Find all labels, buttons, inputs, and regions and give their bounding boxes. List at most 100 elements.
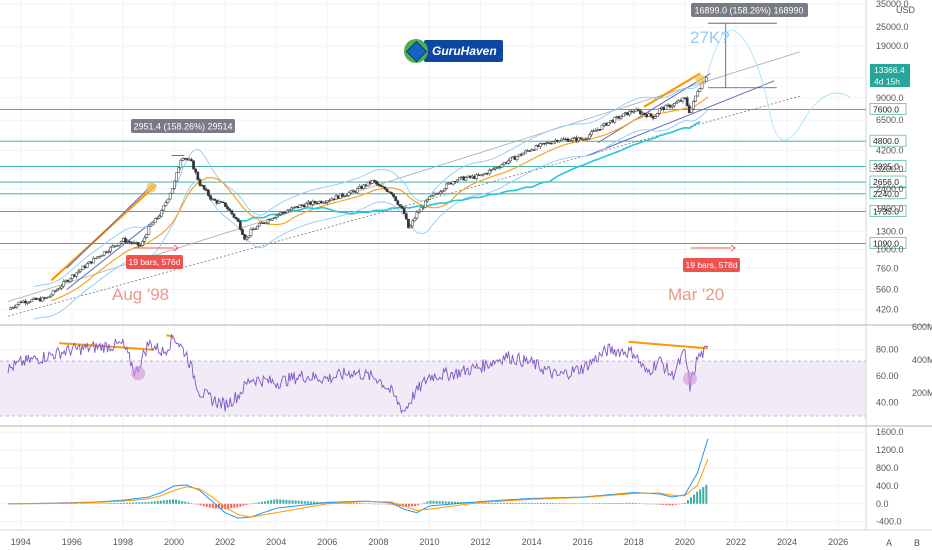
macd-histogram-bar — [616, 503, 619, 504]
candle-body — [124, 238, 127, 243]
rsi-line — [7, 334, 709, 414]
level-label: 2656.0 — [873, 177, 899, 187]
auto-scale-button[interactable]: A — [886, 538, 893, 548]
candle-body — [149, 224, 153, 227]
candle-body — [624, 112, 627, 115]
candle-body — [262, 222, 266, 224]
macd-histogram-bar — [524, 502, 527, 504]
candle-body — [177, 167, 180, 174]
candle-body — [483, 172, 487, 175]
candle-body — [592, 130, 595, 132]
candle-body — [336, 195, 340, 199]
candle-body — [643, 112, 646, 115]
x-tick-label: 2004 — [266, 537, 286, 547]
candle-body — [649, 113, 653, 117]
candle-body — [611, 120, 615, 123]
orange-moving-average — [51, 96, 709, 302]
macd-histogram-bar — [312, 501, 315, 504]
macd-histogram-bar — [242, 503, 245, 506]
macd-histogram-bar — [653, 503, 656, 505]
candle-body — [230, 210, 234, 215]
candle-body — [228, 208, 232, 211]
macd-histogram-bar — [668, 503, 671, 506]
macd-histogram-bar — [316, 501, 319, 504]
candle-body — [704, 77, 708, 82]
candle-body — [56, 288, 59, 292]
y-tick-label: 4200.0 — [876, 145, 904, 155]
candle-body — [490, 168, 493, 171]
bars-arrow-head — [730, 244, 736, 252]
candle-body — [409, 225, 412, 229]
candle-body — [660, 107, 663, 109]
macd-histogram-bar — [175, 499, 178, 504]
bars-arrow-head — [173, 244, 179, 252]
candle-body — [330, 198, 334, 201]
candle-body — [111, 245, 115, 248]
macd-histogram-bar — [110, 503, 113, 504]
macd-histogram-bar — [172, 499, 175, 504]
candle-body — [294, 206, 298, 208]
level-tag — [869, 187, 907, 200]
horizontal-levels: 7600.0 4800.0 3325.0 2656.0 2240.0 1735.0 1090… — [0, 103, 907, 249]
candle-body — [130, 242, 134, 244]
macd-histogram-bar — [294, 500, 297, 504]
macd-histogram-bar — [665, 503, 668, 506]
candle-body — [145, 234, 149, 239]
candle-body — [441, 190, 444, 193]
candle-body — [517, 153, 521, 157]
macd-histogram-bar — [444, 501, 447, 504]
candle-body — [317, 200, 321, 204]
macd-histogram-bar — [549, 503, 552, 504]
macd-histogram-bar — [610, 503, 613, 504]
macd-histogram-bar — [539, 502, 542, 504]
rsi-divergence-right — [628, 340, 708, 350]
measure-label-left: 2951.4 (158.26%) 29514 — [133, 122, 232, 132]
candle-body — [558, 140, 561, 143]
candle-body — [98, 255, 102, 258]
candle-body — [424, 200, 427, 208]
macd-histogram-bar — [119, 502, 122, 504]
macd-histogram-bar — [677, 503, 680, 505]
candle-body — [617, 116, 621, 119]
candle-body — [421, 207, 425, 209]
candle-body — [638, 110, 642, 115]
macd-histogram-bar — [450, 501, 453, 504]
macd-histogram-bar — [355, 503, 358, 504]
macd-histogram-bar — [509, 502, 512, 504]
logo-text: GuruHaven — [424, 40, 503, 62]
candle-body — [198, 179, 202, 186]
log-scale-button[interactable]: B — [914, 538, 921, 548]
y-tick-label: 19000.0 — [876, 41, 909, 51]
candle-body — [585, 137, 589, 140]
macd-histogram-bar — [184, 501, 187, 504]
candle-body — [349, 190, 353, 194]
macd-histogram-bar — [594, 503, 597, 504]
candle-body — [296, 206, 300, 208]
candle-body — [477, 174, 480, 176]
y-tick-label: 1000.0 — [876, 244, 904, 254]
macd-histogram-bar — [196, 503, 199, 505]
highlight-circle — [146, 182, 157, 193]
macd-histogram-bar — [506, 502, 509, 504]
projection-path — [707, 30, 852, 141]
macd-histogram-bar — [92, 503, 95, 504]
candle-body — [185, 158, 189, 160]
candle-body — [117, 242, 121, 246]
candle-body — [666, 104, 670, 107]
macd-histogram-bar — [300, 500, 303, 504]
candle-body — [102, 251, 106, 256]
candle-body — [270, 218, 274, 221]
macd-histogram-bar — [368, 503, 371, 504]
macd-histogram-bar — [168, 499, 171, 504]
macd-histogram-bar — [598, 503, 601, 504]
candle-body — [447, 182, 451, 185]
candle-body — [268, 219, 272, 221]
macd-histogram-bar — [631, 502, 634, 504]
macd-histogram-bar — [80, 503, 83, 504]
level-label: 7600.0 — [873, 104, 899, 114]
candle-body — [217, 201, 221, 204]
macd-histogram-bar — [89, 503, 92, 504]
candle-body — [668, 104, 672, 108]
bars-box-left — [126, 255, 183, 269]
macd-histogram-bar — [640, 503, 643, 504]
